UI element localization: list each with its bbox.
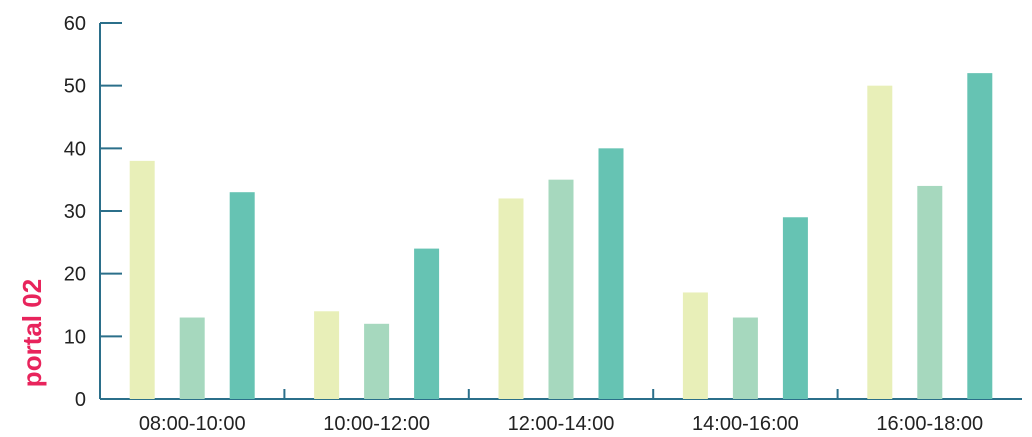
y-tick-label: 10 <box>64 326 86 348</box>
bar-series-1-4 <box>867 85 893 400</box>
x-tick-label: 10:00-12:00 <box>323 413 430 435</box>
bar-series-2-3 <box>732 317 758 399</box>
x-tick-label: 16:00-18:00 <box>876 413 983 435</box>
bar-series-2-4 <box>917 185 943 399</box>
bar-series-2-0 <box>179 317 205 399</box>
y-tick-label: 40 <box>64 138 86 160</box>
y-axis-label: portal 02 <box>17 279 47 387</box>
bar-series-3-3 <box>782 217 808 399</box>
bar-series-1-0 <box>129 160 155 399</box>
y-tick-label: 0 <box>75 389 86 411</box>
y-tick-label: 60 <box>64 13 86 35</box>
bar-series-2-2 <box>548 179 574 399</box>
bar-series-1-2 <box>498 198 524 399</box>
bars <box>129 73 993 400</box>
bar-series-3-0 <box>229 192 255 399</box>
tick-labels: 0 10 20 30 40 50 60 08:00-10:00 10:00-12:00 12:00… <box>64 13 983 435</box>
bar-series-2-1 <box>364 323 390 399</box>
x-tick-label: 14:00-16:00 <box>692 413 799 435</box>
bar-series-3-1 <box>414 248 440 399</box>
bar-series-1-3 <box>682 292 708 399</box>
bar-series-3-2 <box>598 148 624 399</box>
x-tick-label: 08:00-10:00 <box>139 413 246 435</box>
y-tick-label: 30 <box>64 201 86 223</box>
y-tick-label: 20 <box>64 264 86 286</box>
y-tick-label: 50 <box>64 76 86 98</box>
bar-series-1-1 <box>314 311 340 399</box>
x-tick-label: 12:00-14:00 <box>508 413 615 435</box>
bar-series-3-4 <box>967 73 993 399</box>
